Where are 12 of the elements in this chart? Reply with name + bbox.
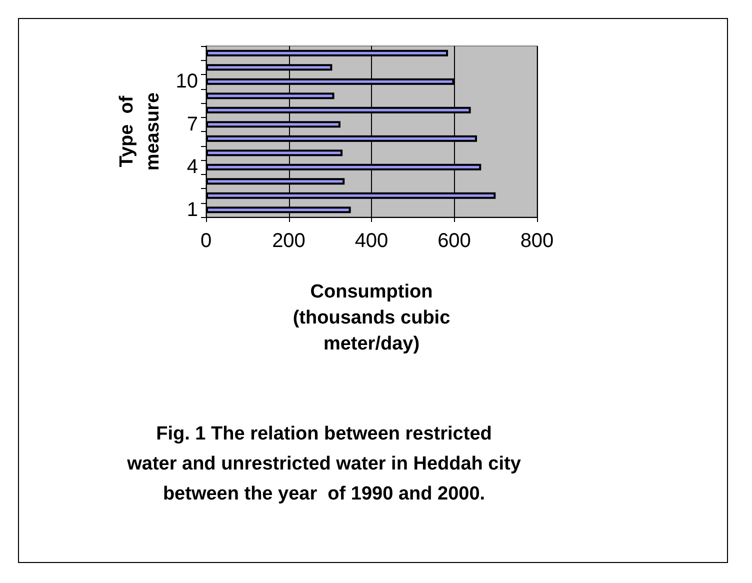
- y-tick-label: 7: [186, 113, 198, 136]
- x-tick-label: 600: [438, 230, 471, 252]
- text: Fig. 1 The relation between restricted water and unrestricted water in Heddah city between the year of 1990 and 2000.: [126, 424, 522, 504]
- x-tick-label: 800: [520, 230, 554, 252]
- x-axis-title: Consumption (thousands cubic meter/day): [292, 282, 451, 354]
- x-tick-label: 200: [272, 230, 306, 252]
- y-tick-label: 10: [176, 70, 198, 93]
- y-axis-title: Type of measure: [116, 92, 164, 171]
- x-tick-label: 400: [354, 230, 388, 252]
- x-tick-label: 0: [200, 230, 212, 252]
- y-tick-label: 1: [186, 198, 198, 221]
- y-tick-label: 4: [186, 156, 198, 178]
